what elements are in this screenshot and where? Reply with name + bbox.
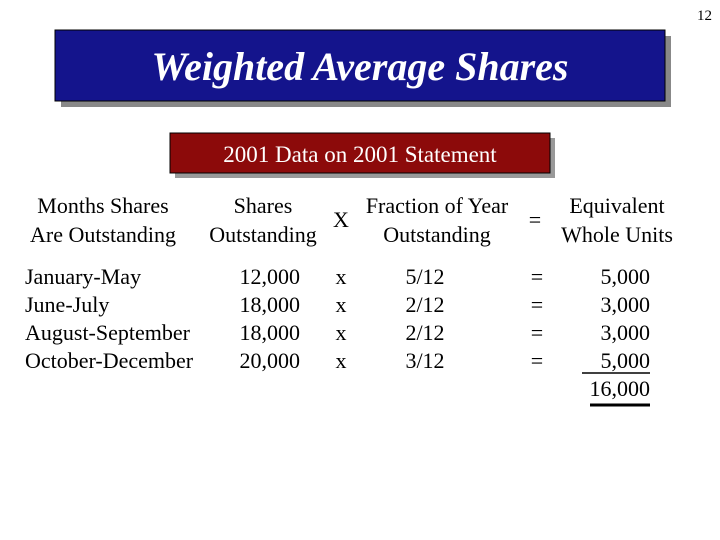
cell-units: 5,000	[601, 264, 651, 289]
cell-times: x	[336, 348, 347, 373]
cell-equals: =	[531, 292, 543, 317]
header-label: Shares	[234, 193, 293, 218]
cell-fraction: 2/12	[405, 320, 444, 345]
cell-period: October-December	[25, 348, 194, 373]
title: Weighted Average Shares	[151, 44, 568, 89]
cell-period: August-September	[25, 320, 191, 345]
cell-equals: =	[531, 320, 543, 345]
subtitle: 2001 Data on 2001 Statement	[223, 142, 497, 167]
cell-fraction: 5/12	[405, 264, 444, 289]
total: 16,000	[590, 376, 651, 401]
cell-period: January-May	[25, 264, 141, 289]
header-label: Outstanding	[209, 222, 317, 247]
cell-shares: 20,000	[240, 348, 301, 373]
cell-units: 3,000	[601, 292, 651, 317]
cell-times: x	[336, 320, 347, 345]
cell-times: x	[336, 292, 347, 317]
cell-shares: 18,000	[240, 320, 301, 345]
header-label: Fraction of Year	[366, 193, 509, 218]
cell-period: June-July	[25, 292, 109, 317]
header-operator: =	[529, 207, 541, 232]
header-label: Whole Units	[561, 222, 673, 247]
cell-shares: 12,000	[240, 264, 301, 289]
title-box	[54, 29, 666, 102]
cell-equals: =	[531, 348, 543, 373]
header-operator: X	[333, 207, 349, 232]
header-label: Equivalent	[569, 193, 664, 218]
cell-shares: 18,000	[240, 292, 301, 317]
header-label: Are Outstanding	[30, 222, 176, 247]
header-label: Months Shares	[37, 193, 168, 218]
subtitle-box	[169, 132, 551, 174]
page-number: 12	[697, 8, 712, 24]
cell-equals: =	[531, 264, 543, 289]
cell-units: 5,000	[601, 348, 651, 373]
header-label: Outstanding	[383, 222, 491, 247]
cell-fraction: 3/12	[405, 348, 444, 373]
cell-times: x	[336, 264, 347, 289]
cell-units: 3,000	[601, 320, 651, 345]
cell-fraction: 2/12	[405, 292, 444, 317]
table: Months Shares Are Outstanding Shares Outsta…	[25, 193, 673, 401]
